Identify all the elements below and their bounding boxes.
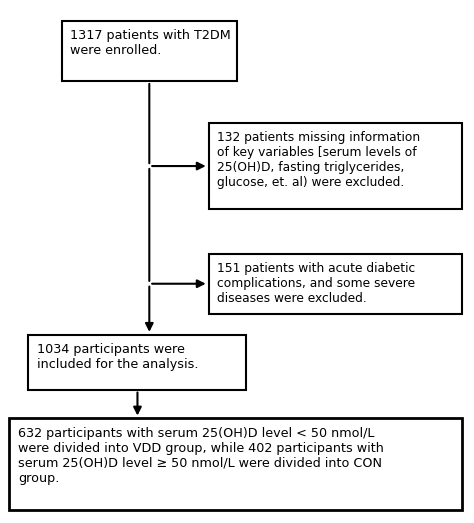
Text: 1317 patients with T2DM
were enrolled.: 1317 patients with T2DM were enrolled. — [70, 29, 231, 58]
Text: 632 participants with serum 25(OH)D level < 50 nmol/L
were divided into VDD grou: 632 participants with serum 25(OH)D leve… — [18, 427, 384, 485]
Text: 1034 participants were
included for the analysis.: 1034 participants were included for the … — [37, 343, 199, 371]
FancyBboxPatch shape — [28, 335, 246, 390]
Text: 132 patients missing information
of key variables [serum levels of
25(OH)D, fast: 132 patients missing information of key … — [217, 131, 420, 189]
FancyBboxPatch shape — [209, 123, 462, 209]
Text: 151 patients with acute diabetic
complications, and some severe
diseases were ex: 151 patients with acute diabetic complic… — [217, 262, 415, 305]
FancyBboxPatch shape — [9, 418, 462, 510]
FancyBboxPatch shape — [209, 254, 462, 314]
FancyBboxPatch shape — [62, 21, 237, 81]
